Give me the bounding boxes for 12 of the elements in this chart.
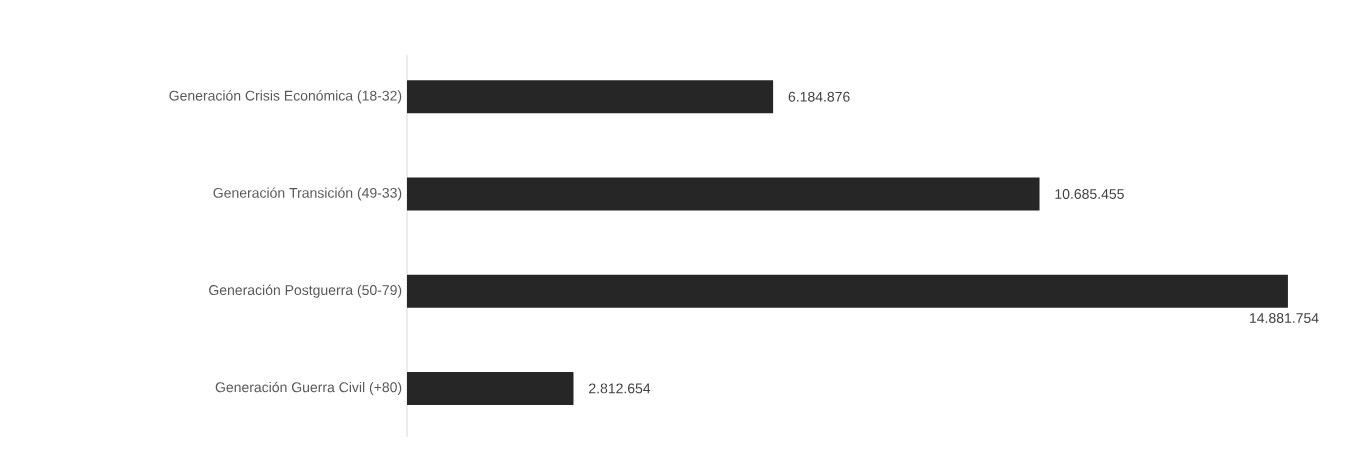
data-label: 6.184.876 bbox=[788, 91, 850, 102]
y-tick-label: Generación Guerra Civil (+80) bbox=[215, 381, 402, 395]
bar bbox=[407, 371, 574, 405]
bar bbox=[407, 80, 774, 114]
bar bbox=[407, 177, 1040, 211]
y-tick-label: Generación Postguerra (50-79) bbox=[209, 284, 402, 298]
data-label: 14.881.754 bbox=[1250, 313, 1319, 323]
data-label: 2.812.654 bbox=[589, 383, 651, 394]
y-tick-label: Generación Transición (49-33) bbox=[213, 187, 402, 201]
y-tick-label: Generación Crisis Económica (18-32) bbox=[169, 90, 402, 104]
data-label: 10.685.455 bbox=[1055, 189, 1124, 199]
bar bbox=[407, 274, 1288, 308]
